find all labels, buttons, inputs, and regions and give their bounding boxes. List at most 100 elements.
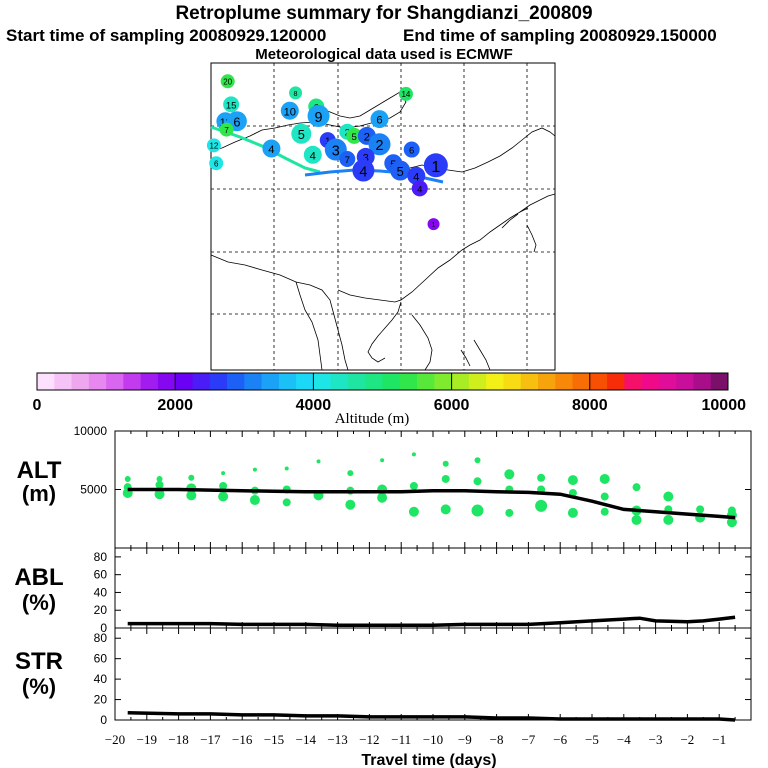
- plume-label: 2: [364, 132, 370, 144]
- plume-label: 8: [294, 89, 298, 98]
- y-axis-label: ABL: [14, 564, 63, 591]
- altitude-point: [347, 470, 354, 477]
- x-tick-label: −13: [327, 732, 347, 747]
- plume-marker: [223, 96, 240, 113]
- plume-label: 7: [224, 126, 229, 135]
- y-tick-label: 40: [94, 672, 108, 686]
- x-tick-label: −12: [359, 732, 379, 747]
- altitude-point: [440, 504, 451, 515]
- altitude-point: [345, 499, 356, 510]
- y-axis-unit: (%): [22, 674, 56, 699]
- plume-marker: [206, 138, 221, 153]
- altitude-point: [567, 507, 578, 518]
- colorbar-cell: [676, 373, 694, 390]
- plume-label: 5: [298, 127, 305, 142]
- altitude-point: [599, 473, 610, 484]
- panel-alt: 5000 10000 ALT(m): [17, 424, 752, 549]
- altitude-point: [471, 504, 484, 517]
- plume-label: 6: [376, 115, 382, 127]
- x-tick-label: −14: [296, 732, 317, 747]
- altitude-point: [726, 517, 737, 528]
- altitude-point: [663, 491, 674, 502]
- y-tick-label: 60: [94, 568, 108, 582]
- altitude-point: [154, 489, 165, 500]
- colorbar-cell: [37, 373, 55, 390]
- end-time: End time of sampling 20080929.150000: [403, 26, 717, 45]
- plume-marker: [280, 101, 299, 120]
- plume-label: 4: [310, 150, 316, 162]
- x-axis-label: Travel time (days): [361, 752, 496, 768]
- colorbar-cell: [313, 373, 332, 390]
- plume-label: 10: [284, 106, 296, 118]
- plume-marker: [303, 145, 322, 164]
- colorbar-cell: [417, 373, 435, 390]
- altitude-point: [537, 473, 546, 482]
- plume-label: 1: [431, 159, 440, 176]
- colorbar-cell: [624, 373, 643, 390]
- colorbar-cell: [175, 373, 193, 390]
- altitude-point: [186, 490, 197, 501]
- x-tick-label: −16: [232, 732, 253, 747]
- x-tick-label: −9: [458, 732, 472, 747]
- colorbar-cell: [399, 373, 418, 390]
- time-series-panels: 500010000ALT(m)020406080ABL(%)020406080S…: [14, 424, 752, 768]
- altitude-point: [409, 481, 418, 490]
- x-tick-label: −1: [712, 732, 726, 747]
- plume-marker: [339, 151, 356, 167]
- altitude-point: [411, 452, 416, 457]
- y-tick-label: 5000: [80, 483, 107, 497]
- plume-label: 14: [401, 90, 410, 99]
- altitude-point: [442, 460, 449, 467]
- x-tick-label: −11: [391, 732, 411, 747]
- altitude-point: [567, 475, 578, 486]
- colorbar-cell: [278, 373, 297, 390]
- plume-marker: [423, 153, 448, 178]
- plume-marker: [427, 218, 440, 231]
- colorbar-cell: [555, 373, 574, 390]
- colorbar-cell: [710, 373, 729, 390]
- plume-marker: [220, 74, 235, 89]
- plume-marker: [403, 141, 420, 158]
- plume-marker: [346, 127, 363, 144]
- plume-label: 6: [233, 114, 240, 129]
- altitude-point: [473, 477, 482, 486]
- plume-label: 3: [332, 143, 340, 159]
- altitude-point: [474, 457, 481, 464]
- x-tick-label: −18: [168, 732, 188, 747]
- altitude-point: [600, 507, 609, 516]
- altitude-point: [696, 505, 705, 514]
- y-axis-label: STR: [15, 648, 63, 675]
- colorbar-tick-label: 6000: [434, 397, 470, 414]
- chart-title: Retroplume summary for Shangdianzi_20080…: [175, 3, 593, 24]
- altitude-point: [252, 467, 257, 472]
- plume-marker: [411, 180, 428, 197]
- altitude-mean-line: [127, 487, 736, 520]
- plume-marker: [370, 110, 389, 129]
- altitude-point: [219, 481, 228, 490]
- altitude-point: [663, 514, 674, 525]
- plume-labels: 20814151069611675252212413473566451441: [206, 74, 448, 231]
- plume-label: 15: [226, 100, 237, 111]
- colorbar-cell: [486, 373, 504, 390]
- altitude-point: [408, 506, 419, 517]
- altitude-point: [632, 483, 641, 492]
- plume-marker: [262, 139, 281, 158]
- colorbar-cell: [607, 373, 625, 390]
- colorbar-tick-label: 2000: [157, 397, 193, 414]
- plume-label: 4: [268, 144, 274, 156]
- plume-marker: [289, 86, 303, 100]
- colorbar-cell: [503, 373, 522, 390]
- altitude-point: [284, 466, 289, 471]
- colorbar-cell: [451, 373, 470, 390]
- x-tick-label: −19: [137, 732, 157, 747]
- plume-label: 4: [417, 184, 423, 195]
- altitude-point: [155, 480, 164, 489]
- colorbar-tick-label: 0: [33, 397, 42, 414]
- plume-marker: [209, 156, 224, 171]
- colorbar-cell: [330, 373, 349, 390]
- y-axis-label: ALT: [17, 457, 62, 484]
- colorbar-cell: [658, 373, 677, 390]
- altitude-point: [282, 498, 291, 507]
- plume-marker: [307, 104, 330, 127]
